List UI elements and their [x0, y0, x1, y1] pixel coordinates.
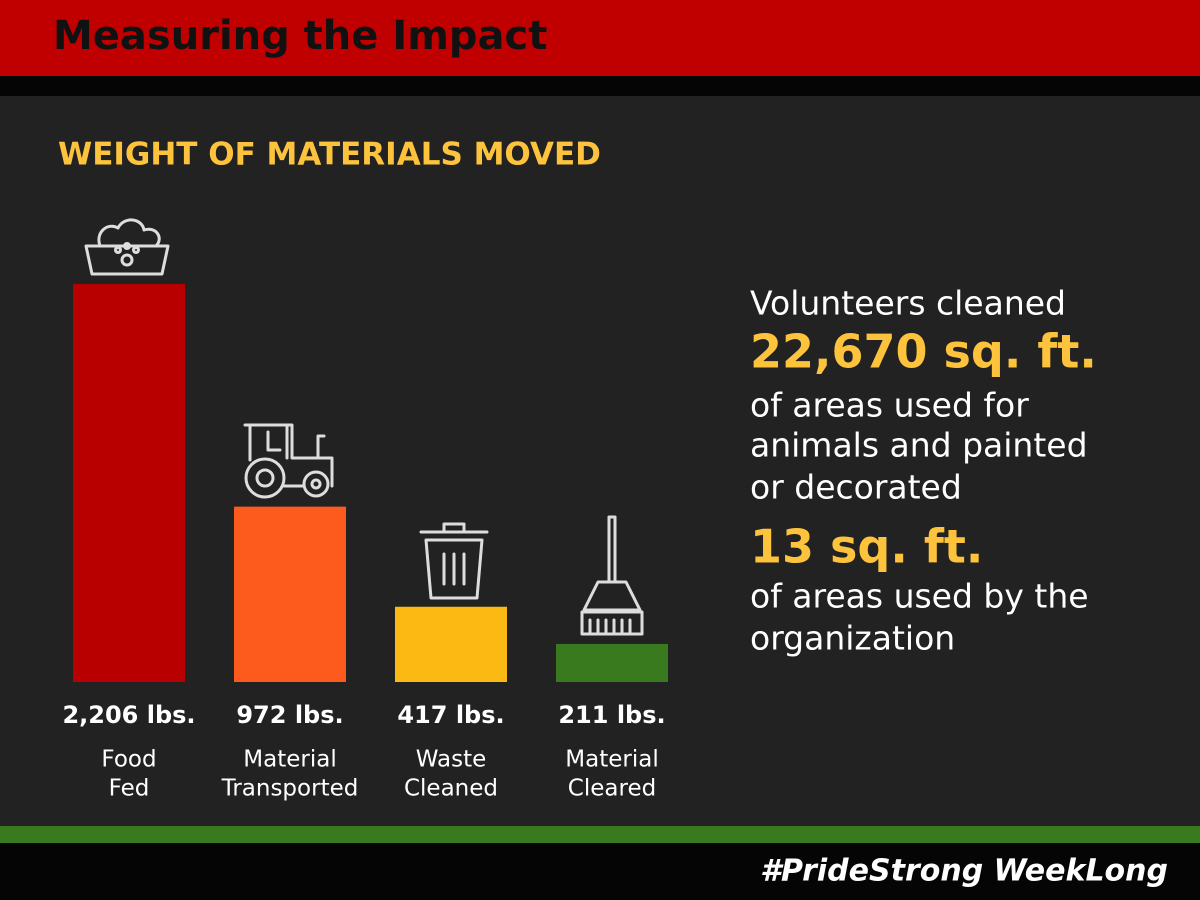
footer-rule: [0, 826, 1200, 843]
broom-icon: [580, 515, 644, 636]
category-label: Material: [243, 747, 336, 773]
food-bowl-icon: [84, 218, 170, 276]
summary-highlight: 22,670 sq. ft.: [750, 325, 1097, 379]
category-label: Fed: [109, 776, 150, 802]
value-label: 417 lbs.: [397, 701, 504, 729]
trash-can-icon: [419, 522, 489, 600]
summary-text: of areas used by the: [750, 577, 1089, 616]
category-label: Cleared: [568, 776, 656, 802]
tractor-icon: [243, 423, 334, 499]
summary-text: Volunteers cleaned: [750, 284, 1066, 323]
value-label: 211 lbs.: [558, 701, 665, 729]
bar: [556, 643, 668, 682]
header-band: [0, 0, 1200, 76]
category-label: Transported: [221, 776, 359, 802]
footer-hashtag: #PrideStrong WeekLong: [760, 854, 1168, 889]
summary-text: of areas used for: [750, 386, 1029, 425]
chart-title: WEIGHT OF MATERIALS MOVED: [58, 137, 601, 173]
summary-text: or decorated: [750, 468, 962, 507]
category-label: Material: [565, 747, 658, 773]
category-label: Waste: [416, 747, 487, 773]
body-background: [0, 96, 1200, 826]
footer-band: [0, 843, 1200, 900]
value-label: 972 lbs.: [236, 701, 343, 729]
header-title: Measuring the Impact: [53, 13, 547, 59]
value-label: 2,206 lbs.: [62, 701, 195, 729]
header-rule: [0, 76, 1200, 96]
summary-text: organization: [750, 619, 955, 658]
bar: [234, 506, 346, 682]
summary-text: animals and painted: [750, 426, 1088, 465]
bar: [395, 606, 507, 682]
bar: [73, 284, 185, 682]
category-label: Cleaned: [404, 776, 498, 802]
category-label: Food: [101, 747, 156, 773]
summary-highlight: 13 sq. ft.: [750, 520, 983, 574]
